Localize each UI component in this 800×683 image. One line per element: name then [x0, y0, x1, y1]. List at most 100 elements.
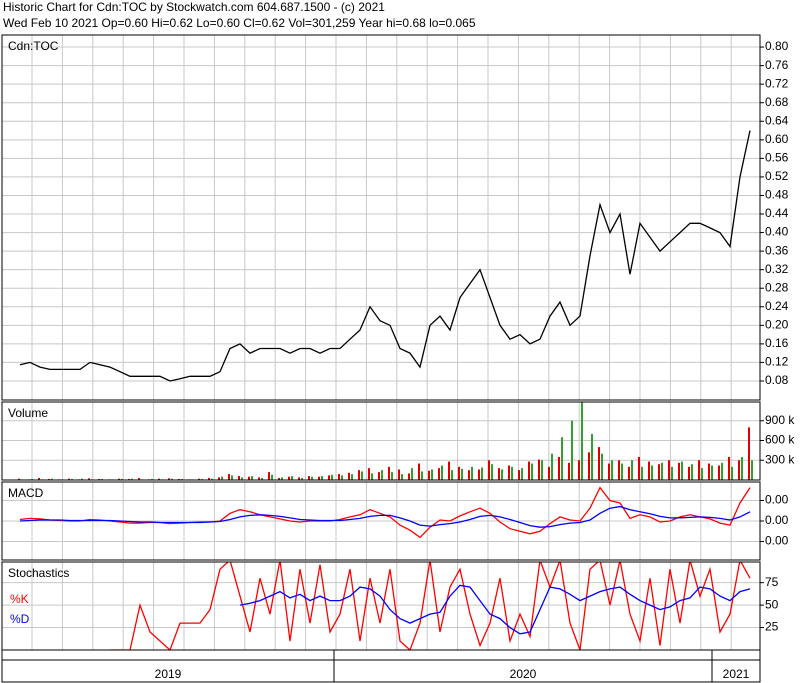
line: [239, 584, 751, 635]
volume-bar: [158, 478, 160, 480]
volume-bar: [298, 477, 300, 480]
volume-bar: [581, 402, 583, 480]
y-tick-label: 0.80: [765, 39, 789, 53]
panel-frame: [1, 34, 761, 401]
volume-bar: [748, 427, 750, 480]
volume-bar: [318, 476, 320, 480]
volume-bar: [661, 462, 663, 480]
volume-bar: [441, 465, 443, 480]
volume-bar: [518, 470, 520, 480]
volume-bar: [331, 474, 333, 480]
volume-bar: [358, 470, 360, 480]
volume-bar: [561, 437, 563, 480]
volume-bar: [431, 469, 433, 480]
volume-bar: [251, 476, 253, 480]
panel-frame: [1, 401, 761, 481]
volume-bar: [651, 465, 653, 480]
volume-bar: [271, 474, 273, 480]
x-tick-label: 2021: [723, 667, 750, 681]
volume-bar: [81, 478, 83, 480]
volume-bar: [721, 462, 723, 480]
volume-bar: [511, 466, 513, 480]
volume-bar: [308, 476, 310, 480]
volume-bar: [698, 460, 700, 480]
y-tick-label: 0.00: [765, 493, 789, 507]
y-tick-label: 0.28: [765, 280, 789, 294]
volume-bar: [608, 463, 610, 480]
volume-bar: [648, 461, 650, 480]
volume-bar: [631, 460, 633, 480]
volume-bar: [381, 470, 383, 480]
volume-bar: [678, 462, 680, 480]
volume-bar: [728, 456, 730, 480]
volume-bar: [598, 447, 600, 480]
volume-bar: [368, 468, 370, 480]
y-tick-label: 25: [765, 620, 779, 634]
y-tick-label: 900 k: [765, 413, 795, 427]
volume-bar: [351, 474, 353, 480]
y-tick-label: 0.00: [765, 513, 789, 527]
volume-bar: [118, 478, 120, 480]
y-tick-label: 0.32: [765, 262, 789, 276]
plot-area: [110, 562, 751, 650]
volume-bar: [391, 472, 393, 480]
volume-bar: [88, 478, 90, 480]
line: [110, 562, 751, 650]
x-tick-label: 2020: [510, 667, 537, 681]
x-tick-label: 2019: [155, 667, 182, 681]
chart-title: Historic Chart for Cdn:TOC by Stockwatch…: [3, 0, 385, 14]
volume-bar: [198, 478, 200, 480]
volume-bar: [601, 453, 603, 480]
y-tick-label: 0.40: [765, 225, 789, 239]
volume-bar: [558, 456, 560, 480]
volume-bar: [211, 478, 213, 480]
volume-bar: [208, 478, 210, 480]
volume-bar: [591, 433, 593, 480]
y-tick-label: 0.72: [765, 76, 789, 90]
volume-bar: [638, 456, 640, 480]
volume-bar: [641, 466, 643, 480]
panel-label: MACD: [8, 486, 44, 500]
volume-bar: [291, 476, 293, 480]
volume-bar: [481, 467, 483, 480]
volume-bar: [241, 477, 243, 480]
volume-bar: [528, 461, 530, 480]
line: [19, 505, 751, 528]
volume-bar: [268, 472, 270, 480]
volume-bar: [288, 476, 290, 480]
volume-bar: [18, 478, 20, 480]
plot-area: [19, 130, 751, 382]
volume-bar: [478, 469, 480, 480]
volume-bar: [658, 464, 660, 480]
y-tick-label: 0.52: [765, 169, 789, 183]
volume-bar: [508, 465, 510, 480]
y-tick-label: 0.56: [765, 151, 789, 165]
y-tick-label: 0.16: [765, 336, 789, 350]
volume-bar: [438, 468, 440, 480]
volume-bar: [738, 460, 740, 480]
volume-bar: [411, 468, 413, 480]
volume-bar: [521, 468, 523, 480]
volume-bar: [221, 476, 223, 480]
volume-bar: [321, 476, 323, 480]
panel-frame: [1, 481, 761, 561]
volume-bar: [378, 472, 380, 480]
plot-area: [19, 486, 751, 539]
y-tick-label: 0.08: [765, 373, 789, 387]
volume-bar: [258, 477, 260, 480]
volume-bar: [458, 466, 460, 480]
y-tick-label: 0.24: [765, 299, 789, 313]
volume-bar: [168, 478, 170, 480]
volume-bar: [338, 474, 340, 480]
volume-bar: [701, 468, 703, 480]
panel-label: Volume: [8, 406, 48, 420]
y-tick-label: 50: [765, 597, 779, 611]
y-tick-label: 0.60: [765, 132, 789, 146]
volume-bar: [578, 460, 580, 480]
volume-bar: [688, 466, 690, 480]
volume-bar: [551, 453, 553, 480]
panel-label: Cdn:TOC: [8, 39, 59, 53]
x-axis-frame: [1, 649, 761, 683]
volume-bar: [541, 460, 543, 480]
